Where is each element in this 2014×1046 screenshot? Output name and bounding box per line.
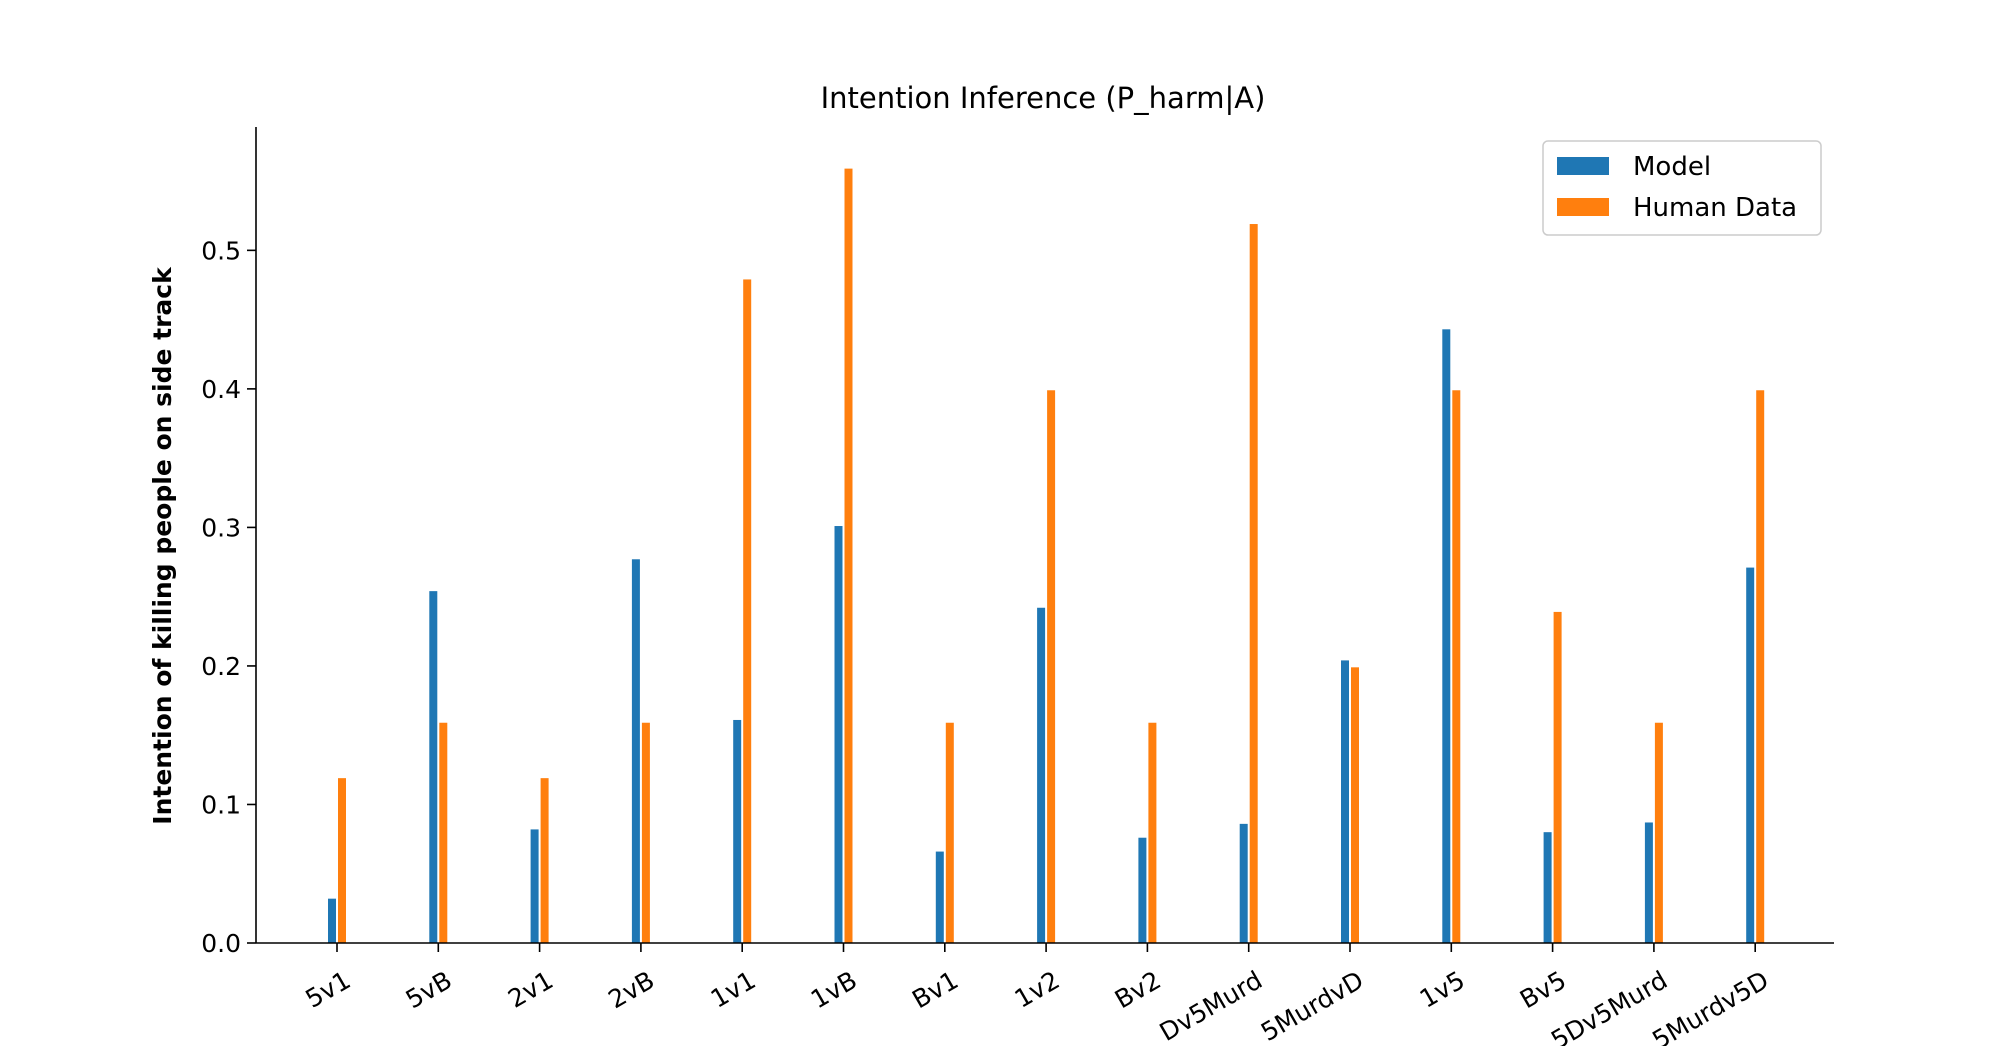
bars-group [328, 168, 1765, 944]
bar-model-5dv5murd [1644, 822, 1653, 943]
y-tick-label: 0.4 [201, 375, 241, 404]
x-tick-label: 2vB [603, 965, 659, 1014]
y-tick-label: 0.3 [201, 513, 241, 542]
x-axis-ticks: 5v1 5vB 2v1 2vB 1v1 1vB Bv1 1v2 Bv2Dv5Murd5Murdv… [301, 943, 1774, 1046]
bar-model-5murdv5d [1746, 567, 1755, 943]
bar-model-bv2 [1138, 837, 1147, 943]
x-tick-label: 1v1 [706, 965, 761, 1013]
bar-model-1v5 [1442, 329, 1451, 943]
bar-human-data-2vb [641, 722, 650, 943]
x-tick-label: 5Murdv5D [1647, 965, 1773, 1046]
bar-human-data-5v1 [338, 778, 346, 943]
legend-frame [1542, 140, 1822, 236]
bar-model-bv5 [1543, 832, 1552, 943]
bar-model-1vb [834, 526, 843, 943]
bar-human-data-bv1 [945, 722, 954, 943]
bar-human-data-1vb [844, 168, 853, 943]
bar-model-5murdvd [1341, 660, 1349, 943]
legend-label-human-data: Human Data [1633, 193, 1797, 223]
bar-model-2v1 [530, 829, 539, 943]
y-tick-label: 0.5 [201, 236, 241, 265]
bar-human-data-5vb [439, 722, 448, 943]
y-tick-label: 0.2 [201, 652, 241, 681]
x-tick-label: Bv1 [907, 965, 963, 1014]
x-tick-label: Dv5Murd [1155, 965, 1267, 1046]
x-tick-label: 1vB [806, 965, 862, 1014]
y-axis-ticks: 0.0 0.1 0.2 0.3 0.4 0.5 [201, 236, 256, 958]
legend-label-model: Model [1633, 152, 1711, 182]
x-tick-label: 5vB [401, 965, 457, 1014]
legend-swatch-human-data [1557, 198, 1609, 216]
bar-model-5vb [429, 591, 438, 943]
bar-model-2vb [631, 559, 640, 943]
bar-model-bv1 [935, 851, 944, 943]
bar-human-data-1v1 [743, 279, 752, 944]
x-tick-label: 1v2 [1010, 965, 1065, 1013]
x-tick-label: 5MurdvD [1256, 965, 1368, 1046]
bar-model-1v2 [1037, 607, 1046, 943]
bar-human-data-dv5murd [1249, 224, 1258, 943]
chart-title: Intention Inference (P_harm|A) [821, 81, 1266, 115]
x-tick-label: 1v5 [1415, 965, 1470, 1013]
y-tick-label: 0.0 [201, 929, 241, 958]
bar-human-data-5murdv5d [1756, 390, 1765, 944]
y-axis-label: Intention of killing people on side trac… [148, 266, 177, 825]
x-tick-label: Bv2 [1110, 965, 1166, 1014]
bar-human-data-2v1 [540, 778, 549, 943]
legend-swatch-model [1557, 157, 1609, 175]
bar-human-data-bv5 [1553, 611, 1562, 943]
bar-model-dv5murd [1239, 823, 1248, 943]
y-tick-label: 0.1 [201, 790, 241, 819]
legend: Model Human Data [1542, 140, 1822, 236]
x-tick-label: 2v1 [503, 965, 558, 1013]
bar-model-1v1 [733, 719, 742, 943]
bar-human-data-bv2 [1148, 722, 1157, 943]
bar-human-data-5dv5murd [1654, 722, 1663, 943]
bar-human-data-1v5 [1452, 390, 1461, 944]
bar-human-data-1v2 [1047, 390, 1056, 944]
x-tick-label: 5v1 [301, 965, 356, 1013]
x-tick-label: Bv5 [1515, 965, 1571, 1014]
bar-human-data-5murdvd [1351, 667, 1359, 943]
bar-model-5v1 [328, 898, 336, 943]
